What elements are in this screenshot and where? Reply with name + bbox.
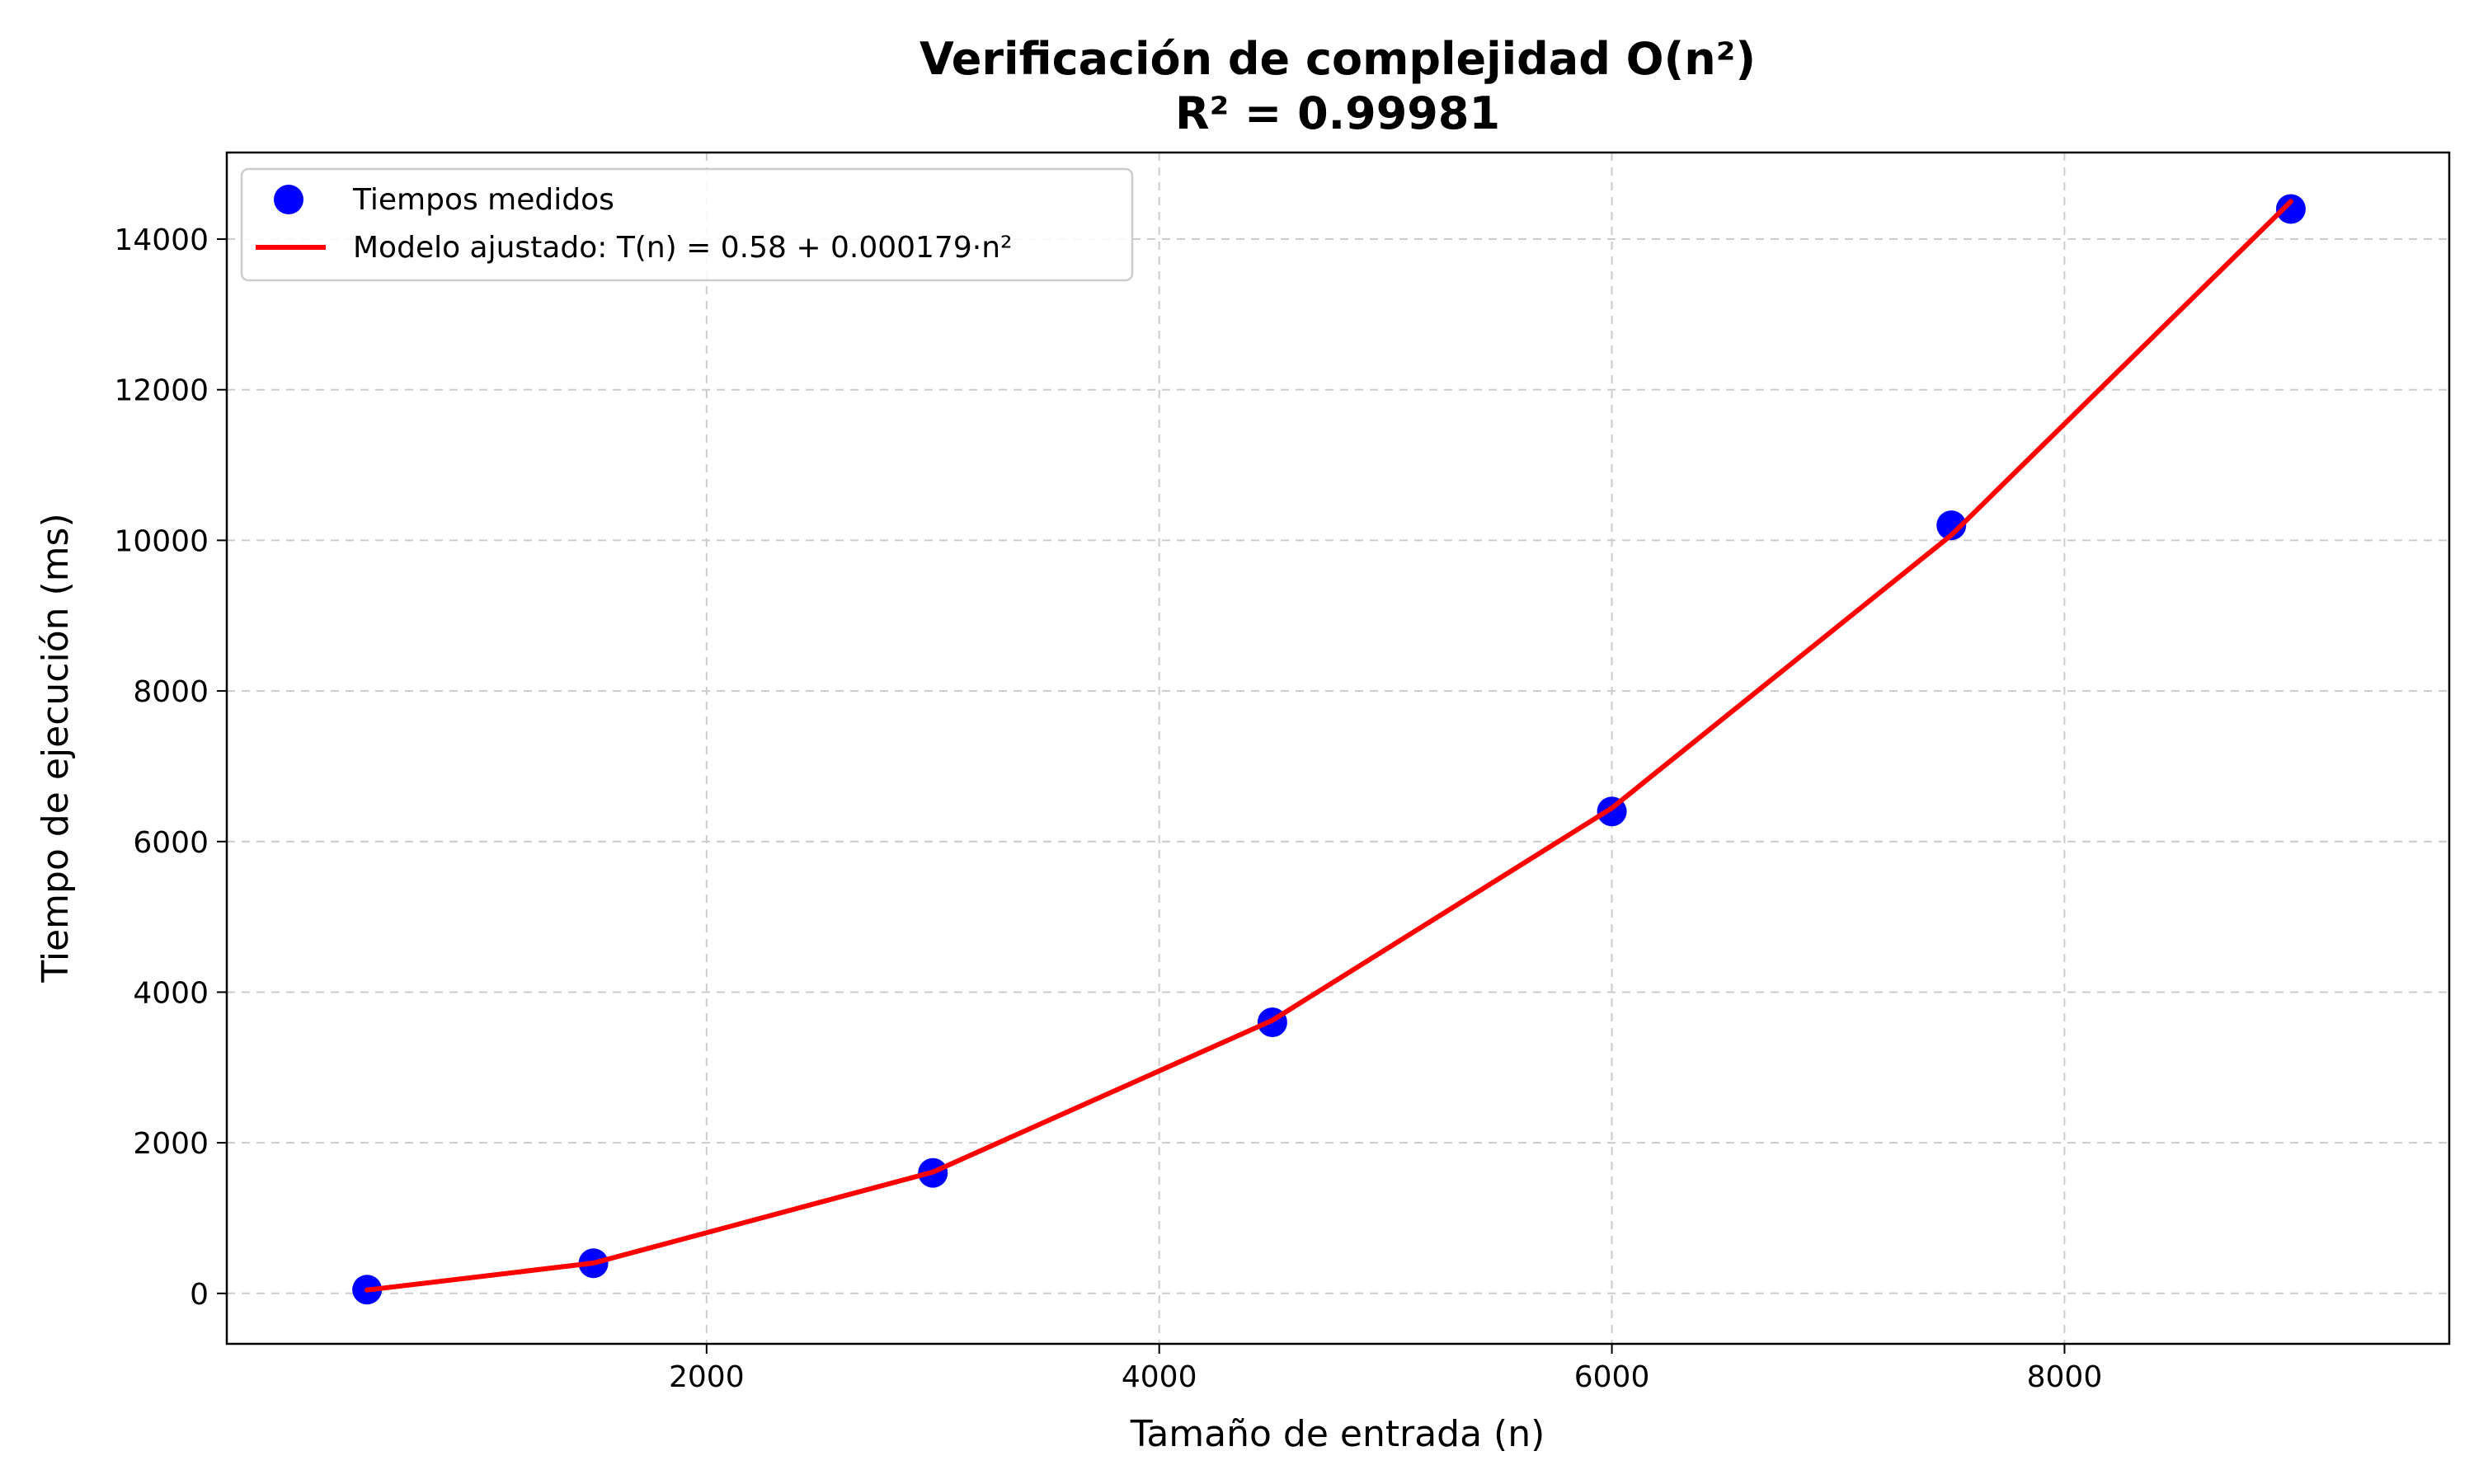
grid: [227, 153, 2449, 1344]
measured-point: [1936, 510, 1967, 541]
legend-label-measured: Tiempos medidos: [352, 183, 614, 217]
legend: Tiempos medidos Modelo ajustado: T(n) = …: [240, 167, 1134, 282]
y-tick-label: 6000: [133, 826, 209, 860]
x-tick-label: 4000: [1122, 1360, 1197, 1394]
y-tick-label: 0: [190, 1278, 209, 1312]
plot-frame: [225, 151, 2451, 1345]
chart-title: Verificación de complejidad O(n²): [920, 33, 1756, 85]
y-tick-label: 12000: [114, 374, 209, 408]
fit-line: [365, 199, 2293, 1293]
y-tick-label: 4000: [133, 976, 209, 1010]
y-tick-label: 8000: [133, 675, 209, 709]
x-tick-label: 6000: [1574, 1360, 1650, 1394]
measured-point: [2275, 194, 2306, 224]
legend-label-fit: Modelo ajustado: T(n) = 0.58 + 0.000179·…: [353, 231, 1012, 265]
y-tick-label: 14000: [114, 223, 209, 257]
plot-series: [352, 194, 2306, 1305]
x-tick-label: 8000: [2027, 1360, 2103, 1394]
x-tick-label: 2000: [669, 1360, 745, 1394]
y-tick-label: 2000: [133, 1127, 209, 1161]
y-axis-label: Tiempo de ejecución (ms): [35, 513, 77, 983]
chart-subtitle: R² = 0.99981: [1175, 87, 1500, 139]
axis-ticks: 2000 4000 6000 8000 0 2000 4000 6000 8000 10000 12…: [114, 223, 2102, 1394]
legend-marker-measured: [274, 185, 303, 214]
y-tick-label: 10000: [114, 524, 209, 558]
x-axis-label: Tamaño de entrada (n): [1130, 1413, 1545, 1455]
legend-box: [240, 167, 1134, 282]
